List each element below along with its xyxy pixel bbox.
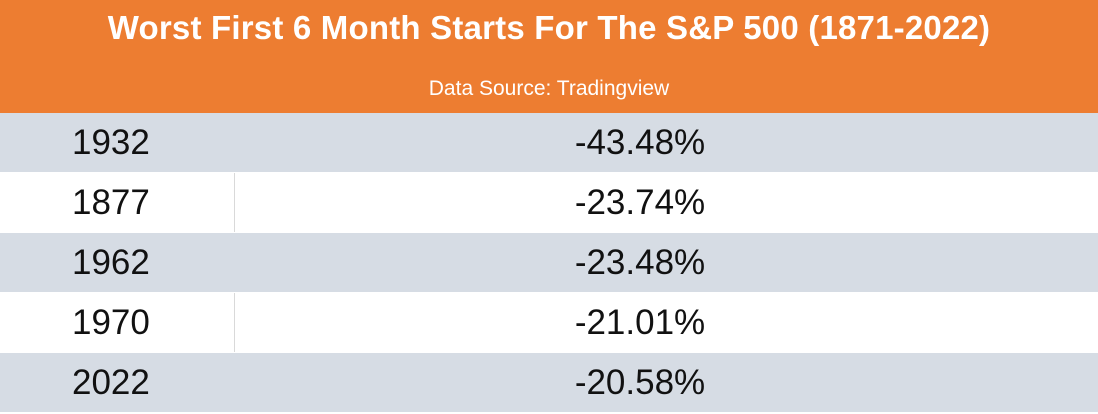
table-body: 1932 -43.48% 1877 -23.74% 1962 -23.48% 1… (0, 113, 1098, 414)
table-row: 1877 -23.74% (0, 173, 1098, 233)
year-cell: 1970 (72, 303, 150, 342)
year-cell: 2022 (72, 363, 150, 402)
return-cell: -21.01% (574, 303, 706, 342)
table-row: 1962 -23.48% (0, 233, 1098, 293)
return-cell: -43.48% (574, 123, 706, 162)
table-row: 2022 -20.58% (0, 353, 1098, 413)
table-header: Worst First 6 Month Starts For The S&P 5… (0, 0, 1098, 113)
column-divider (234, 173, 235, 232)
return-cell: -23.48% (574, 243, 706, 282)
table-row: 1970 -21.01% (0, 293, 1098, 353)
column-divider (234, 293, 235, 352)
year-cell: 1877 (72, 183, 150, 222)
data-source-label: Data Source: Tradingview (428, 77, 670, 100)
year-cell: 1932 (72, 123, 150, 162)
return-cell: -20.58% (574, 363, 706, 402)
return-cell: -23.74% (574, 183, 706, 222)
table-row: 1932 -43.48% (0, 113, 1098, 173)
table-title: Worst First 6 Month Starts For The S&P 5… (107, 9, 991, 46)
year-cell: 1962 (72, 243, 150, 282)
